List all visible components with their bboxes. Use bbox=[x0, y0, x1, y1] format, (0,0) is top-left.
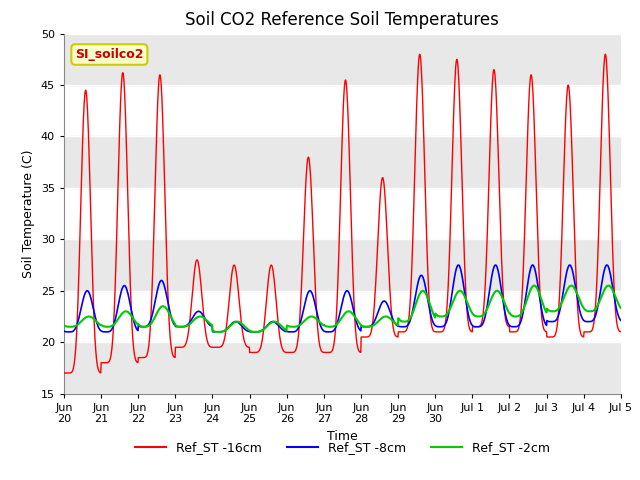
Bar bbox=[64, 34, 621, 85]
Bar bbox=[64, 342, 621, 394]
Bar bbox=[64, 136, 621, 188]
Legend: Ref_ST -16cm, Ref_ST -8cm, Ref_ST -2cm: Ref_ST -16cm, Ref_ST -8cm, Ref_ST -2cm bbox=[129, 436, 556, 459]
Y-axis label: Soil Temperature (C): Soil Temperature (C) bbox=[22, 149, 35, 278]
Title: Soil CO2 Reference Soil Temperatures: Soil CO2 Reference Soil Temperatures bbox=[186, 11, 499, 29]
X-axis label: Time: Time bbox=[327, 430, 358, 443]
Text: SI_soilco2: SI_soilco2 bbox=[75, 48, 143, 61]
Bar bbox=[64, 240, 621, 291]
